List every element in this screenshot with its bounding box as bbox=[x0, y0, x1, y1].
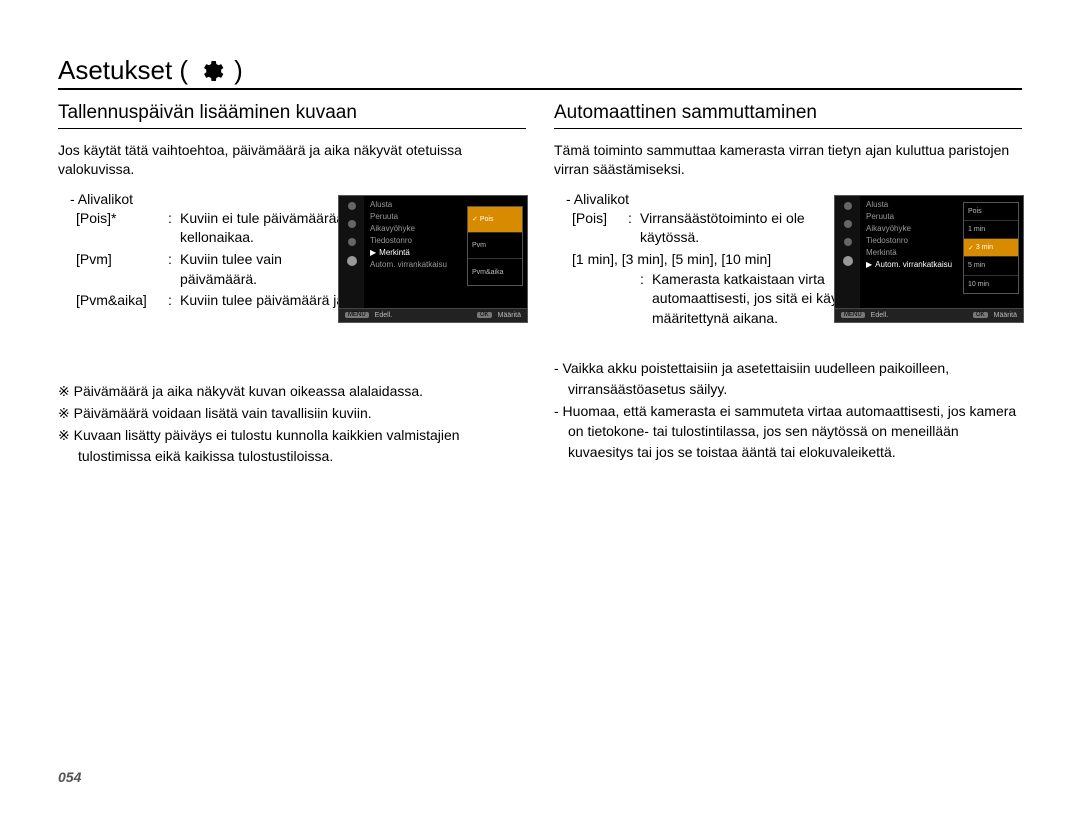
ss-menu-item: Alusta bbox=[370, 200, 461, 209]
gear-icon bbox=[198, 58, 224, 84]
left-notes: ※ Päivämäärä ja aika näkyvät kuvan oikea… bbox=[58, 381, 526, 466]
ss-icon-dot bbox=[844, 238, 852, 246]
triangle-icon: ▶ bbox=[370, 248, 376, 257]
ss-popup: Pois Pvm Pvm&aika bbox=[467, 206, 523, 286]
ss-menu-item: Tiedostonro bbox=[866, 236, 957, 245]
left-opt-1-desc: Kuviin tulee vain päivämäärä. bbox=[180, 250, 360, 289]
ss-icon-dot bbox=[348, 220, 356, 228]
left-screenshot: Alusta Peruuta Aikavyöhyke Tiedostonro ▶… bbox=[338, 195, 528, 323]
ss-menu-item: Alusta bbox=[866, 200, 957, 209]
menu-badge: MENU bbox=[345, 312, 369, 318]
ss-popup-opt: 5 min bbox=[964, 257, 1018, 275]
ss-menu-item: Aikavyöhyke bbox=[866, 224, 957, 233]
right-opt-0-desc: Virransäästötoiminto ei ole käytössä. bbox=[640, 209, 830, 248]
ss-icon-dot bbox=[844, 202, 852, 210]
left-heading: Tallennuspäivän lisääminen kuvaan bbox=[58, 102, 526, 129]
left-opt-2-key: [Pvm&aika] bbox=[76, 291, 168, 311]
ss-menu-item: Tiedostonro bbox=[370, 236, 461, 245]
ss-popup-opt: 10 min bbox=[964, 276, 1018, 293]
ss-popup: Pois 1 min 3 min 5 min 10 min bbox=[963, 202, 1019, 294]
left-note-2: ※ Kuvaan lisätty päiväys ei tulostu kunn… bbox=[58, 425, 526, 466]
right-column: Automaattinen sammuttaminen Tämä toimint… bbox=[554, 102, 1022, 468]
ss-menu-item: Aikavyöhyke bbox=[370, 224, 461, 233]
ss-back-label: Edell. bbox=[375, 312, 393, 319]
ss-menu-item: Peruuta bbox=[866, 212, 957, 221]
ss-menu: Alusta Peruuta Aikavyöhyke Tiedostonro ▶… bbox=[364, 196, 467, 308]
colon-sep: : bbox=[168, 250, 180, 289]
colon-sep: : bbox=[168, 209, 180, 248]
ss-popup-opt-selected: Pois bbox=[468, 207, 522, 233]
ss-popup-opt-selected: 3 min bbox=[964, 239, 1018, 257]
ss-gear-icon bbox=[347, 256, 357, 266]
ss-menu-item-label: Autom. virrankatkaisu bbox=[875, 260, 952, 269]
left-opt-0-key: [Pois]* bbox=[76, 209, 168, 248]
colon-sep: : bbox=[640, 270, 652, 329]
ss-set-label: Määritä bbox=[994, 312, 1017, 319]
ss-body: Alusta Peruuta Aikavyöhyke Tiedostonro ▶… bbox=[339, 196, 527, 308]
ss-popup-opt: 1 min bbox=[964, 221, 1018, 239]
ss-icon-col bbox=[339, 196, 364, 308]
page-title-open: Asetukset ( bbox=[58, 55, 188, 86]
ss-icon-col bbox=[835, 196, 860, 308]
ss-body: Alusta Peruuta Aikavyöhyke Tiedostonro M… bbox=[835, 196, 1023, 308]
ss-menu: Alusta Peruuta Aikavyöhyke Tiedostonro M… bbox=[860, 196, 963, 308]
ss-popup-opt: Pvm bbox=[468, 233, 522, 259]
ss-gear-icon bbox=[843, 256, 853, 266]
left-options-block: - Alivalikot [Pois]* : Kuviin ei tule pä… bbox=[58, 191, 526, 311]
content-columns: Tallennuspäivän lisääminen kuvaan Jos kä… bbox=[58, 102, 1022, 468]
right-heading: Automaattinen sammuttaminen bbox=[554, 102, 1022, 129]
ss-menu-item-selected: ▶Merkintä bbox=[370, 248, 461, 257]
ss-set-label: Määritä bbox=[498, 312, 521, 319]
right-opt-0-key: [Pois] bbox=[572, 209, 628, 248]
right-intro: Tämä toiminto sammuttaa kamerasta virran… bbox=[554, 141, 1022, 179]
ok-badge: OK bbox=[973, 312, 988, 318]
menu-badge: MENU bbox=[841, 312, 865, 318]
ss-icon-dot bbox=[348, 238, 356, 246]
ss-bottom-bar: MENU Edell. OK Määritä bbox=[835, 308, 1023, 322]
ss-icon-dot bbox=[844, 220, 852, 228]
left-opt-1-key: [Pvm] bbox=[76, 250, 168, 289]
ss-menu-item: Merkintä bbox=[866, 248, 957, 257]
ss-bottom-bar: MENU Edell. OK Määritä bbox=[339, 308, 527, 322]
page-title-close: ) bbox=[234, 55, 243, 86]
left-column: Tallennuspäivän lisääminen kuvaan Jos kä… bbox=[58, 102, 526, 468]
spacer bbox=[572, 270, 640, 329]
right-opt-1-desc: Kamerasta katkaistaan virta automaattise… bbox=[652, 270, 862, 329]
ss-menu-item: Autom. virrankatkaisu bbox=[370, 260, 461, 269]
ss-back-label: Edell. bbox=[871, 312, 889, 319]
left-note-0: ※ Päivämäärä ja aika näkyvät kuvan oikea… bbox=[58, 381, 526, 401]
page-number: 054 bbox=[58, 769, 81, 785]
left-note-1: ※ Päivämäärä voidaan lisätä vain tavalli… bbox=[58, 403, 526, 423]
colon-sep: : bbox=[628, 209, 640, 248]
ss-menu-item: Peruuta bbox=[370, 212, 461, 221]
right-note-0: - Vaikka akku poistettaisiin ja asetetta… bbox=[554, 358, 1022, 399]
page-title-row: Asetukset ( ) bbox=[58, 55, 1022, 90]
ss-menu-item-label: Merkintä bbox=[379, 248, 410, 257]
triangle-icon: ▶ bbox=[866, 260, 872, 269]
right-notes: - Vaikka akku poistettaisiin ja asetetta… bbox=[554, 358, 1022, 461]
ss-popup-opt: Pvm&aika bbox=[468, 259, 522, 284]
right-options-block: - Alivalikot [Pois] : Virransäästötoimin… bbox=[554, 191, 1022, 329]
ss-menu-item-selected: ▶Autom. virrankatkaisu bbox=[866, 260, 957, 269]
left-opt-0-desc: Kuviin ei tule päivämäärää ja kellonaika… bbox=[180, 209, 360, 248]
right-note-1: - Huomaa, että kamerasta ei sammuteta vi… bbox=[554, 401, 1022, 462]
ok-badge: OK bbox=[477, 312, 492, 318]
ss-popup-opt: Pois bbox=[964, 203, 1018, 221]
ss-icon-dot bbox=[348, 202, 356, 210]
left-intro: Jos käytät tätä vaihtoehtoa, päivämäärä … bbox=[58, 141, 526, 179]
colon-sep: : bbox=[168, 291, 180, 311]
right-screenshot: Alusta Peruuta Aikavyöhyke Tiedostonro M… bbox=[834, 195, 1024, 323]
